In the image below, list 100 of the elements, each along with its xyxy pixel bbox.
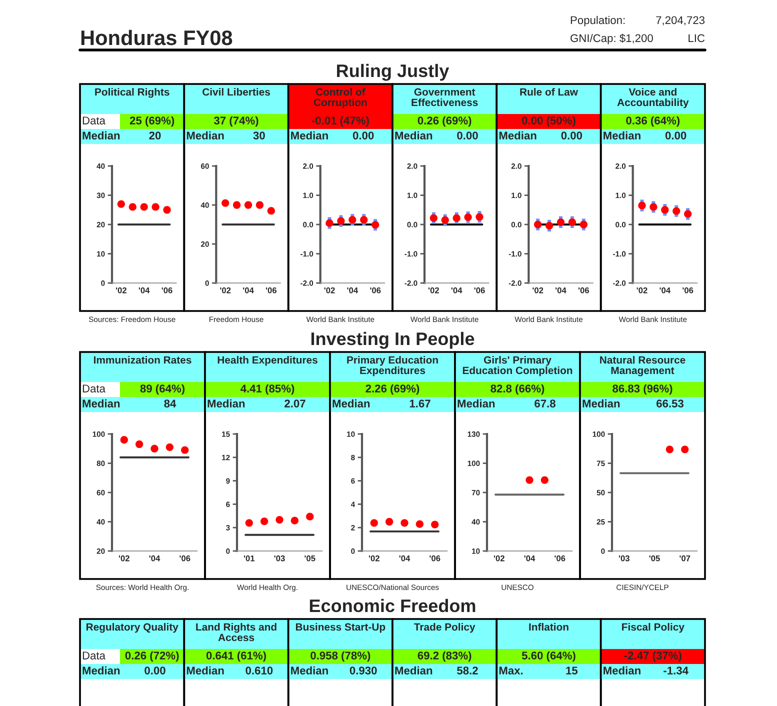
text: Median (291, 666, 328, 674)
text: 5.60 (64%) (522, 651, 576, 662)
x-tick-label: '03 (618, 555, 630, 562)
x-tick-label: '06 (578, 287, 589, 294)
text: 0.36 (64%) (626, 116, 680, 127)
text: Ruling Justly (337, 64, 450, 81)
x-tick-label: '04 (524, 555, 536, 562)
x-tick-label: '06 (682, 287, 694, 294)
point (222, 199, 230, 207)
text: 82.8 (66%) (490, 384, 544, 395)
text: Median (582, 399, 620, 408)
text: 89 (64%) (140, 384, 184, 395)
text: Median (82, 399, 120, 408)
text: Median (186, 666, 224, 674)
x-tick-label: '06 (474, 287, 485, 294)
x-tick-label: '04 (399, 555, 410, 562)
text: 0.00 (561, 132, 582, 140)
x-tick-label: '05 (304, 555, 316, 562)
text: 84 (164, 400, 176, 408)
text: Median (291, 131, 328, 140)
point (136, 440, 144, 448)
x-tick-label: '04 (149, 555, 160, 562)
x-tick-label: '06 (162, 287, 172, 294)
text: 20 (149, 132, 161, 140)
x-tick-label: '03 (274, 555, 285, 562)
x-tick-label: '04 (556, 287, 566, 294)
chart-title: Rule of Law (520, 88, 578, 96)
text: 0.00 (665, 132, 686, 140)
text: Median (208, 399, 245, 408)
x-tick-label: '01 (244, 555, 255, 562)
text: Median (604, 131, 640, 140)
text: Honduras FY08 (81, 30, 232, 46)
text: Median (395, 666, 432, 674)
text: Median (186, 131, 224, 140)
text: 15 (566, 666, 578, 674)
point (166, 443, 174, 451)
x-tick-label: '04 (243, 287, 254, 294)
text: 0.00 (144, 666, 166, 674)
chart-title: Control of Corruption (314, 88, 367, 108)
point (128, 203, 136, 211)
text: 0.610 (246, 666, 273, 674)
point (150, 444, 158, 452)
text: 4.41 (85%) (240, 384, 294, 395)
text: 2.07 (284, 400, 306, 408)
x-tick-label: '02 (118, 555, 130, 562)
x-tick-label: '04 (347, 287, 358, 294)
x-tick-label: '02 (532, 287, 544, 294)
chart-title: Health Expenditures (218, 356, 318, 366)
text: Median (499, 131, 536, 140)
text: 25 (69%) (130, 116, 174, 127)
text: -2.47 (37%) (624, 651, 682, 662)
point (267, 207, 275, 215)
point (245, 519, 253, 527)
x-tick-label: '02 (494, 555, 504, 562)
text: Data (82, 384, 106, 392)
x-tick-label: '02 (636, 287, 648, 294)
text: Land Rights and Access (196, 623, 276, 642)
x-tick-label: '04 (660, 287, 670, 294)
chart-title: Government Effectiveness (412, 88, 478, 106)
chart-title: Civil Liberties (202, 88, 270, 96)
text: Max. (499, 666, 523, 674)
text: Economic Freedom (310, 598, 476, 612)
chart-title: Primary Education Expenditures (347, 356, 438, 376)
x-tick-label: '06 (370, 287, 381, 294)
x-tick-label: '02 (324, 287, 335, 294)
point (117, 200, 125, 208)
text: 30 (253, 132, 265, 140)
text: Investing In People (311, 332, 474, 349)
point (290, 516, 298, 524)
point (232, 201, 241, 209)
text: Median (82, 131, 120, 140)
point (163, 206, 171, 214)
text: 2.26 (69%) (366, 384, 420, 395)
chart-title: Natural Resource Management (600, 356, 686, 376)
text: 58.2 (457, 666, 478, 674)
text: 0.930 (350, 666, 377, 674)
text: 0.00 (352, 132, 374, 140)
x-tick-label: '04 (138, 287, 150, 294)
x-tick-label: '07 (680, 555, 690, 562)
text: 0.00 (457, 132, 478, 140)
x-tick-label: '02 (220, 287, 231, 294)
text: 7,204,723 (656, 16, 705, 26)
text: 0.26 (69%) (418, 116, 472, 127)
x-tick-label: '02 (428, 287, 439, 294)
point (306, 512, 314, 520)
text: Business Start-Up (296, 623, 386, 633)
text: GNI/Cap: $1,200 (570, 34, 653, 44)
text: 86.83 (96%) (612, 384, 672, 395)
text: Data (82, 652, 106, 660)
text: Population: (570, 16, 625, 26)
text: 0.641 (61%) (206, 651, 266, 662)
point (152, 203, 160, 211)
chart-title: Political Rights (95, 88, 170, 98)
point (140, 203, 148, 211)
x-tick-label: '06 (554, 555, 566, 562)
text: Median (458, 399, 495, 408)
text: Trade Policy (414, 623, 476, 633)
x-tick-label: '06 (180, 555, 190, 562)
x-tick-label: '02 (116, 287, 126, 294)
chart-title: Immunization Rates (94, 356, 192, 364)
